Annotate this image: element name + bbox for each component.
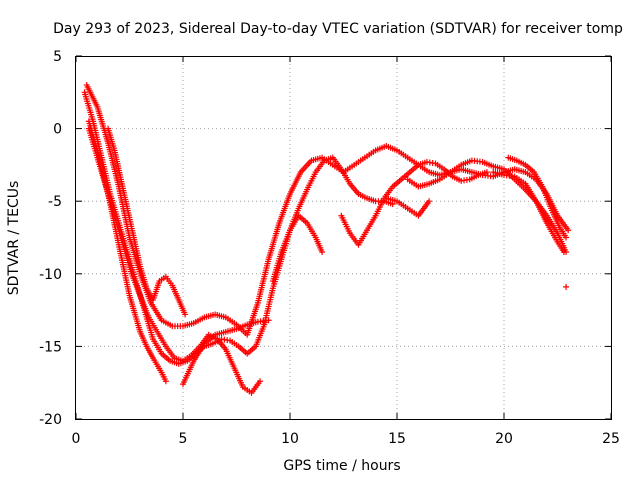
x-tick-label: 20	[495, 431, 513, 447]
x-tick-label: 25	[602, 431, 620, 447]
y-tick-label: -10	[39, 267, 62, 283]
x-tick-label: 5	[179, 431, 188, 447]
data-point-track-3	[162, 378, 169, 385]
y-axis-label: SDTVAR / TECUs	[6, 181, 22, 296]
x-tick-label: 10	[281, 431, 299, 447]
data-point-track-5	[182, 311, 189, 318]
data-point-track-9	[426, 198, 433, 205]
data-point-track-12	[560, 249, 567, 256]
chart-title: Day 293 of 2023, Sidereal Day-to-day VTE…	[53, 21, 623, 37]
y-tick-label: -5	[48, 194, 62, 210]
x-tick-label: 15	[388, 431, 406, 447]
data-point-track-4	[257, 378, 264, 385]
plot-frame	[75, 56, 612, 420]
data-point-track-2	[319, 249, 326, 256]
y-tick-label: -15	[39, 339, 62, 355]
y-tick-label: 0	[53, 122, 62, 138]
x-tick-label: 0	[72, 431, 81, 447]
data-point-track-1	[565, 227, 572, 234]
data-point-track-11	[563, 234, 570, 241]
data-point-outlier	[563, 283, 570, 290]
data-point-track-8	[483, 169, 490, 176]
y-tick-label: -20	[39, 412, 62, 428]
y-tick-label: 5	[53, 49, 62, 65]
x-axis-label: GPS time / hours	[283, 458, 400, 474]
data-point-track-6	[265, 317, 272, 324]
